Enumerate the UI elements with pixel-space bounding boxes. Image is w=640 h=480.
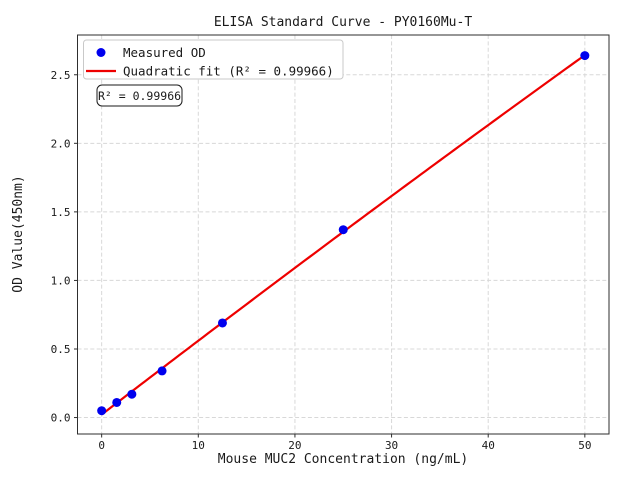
y-axis-tick-label: 1.5 [51,206,71,219]
y-axis-tick-label: 2.0 [51,137,71,150]
legend-label-measured-od: Measured OD [123,45,206,60]
axis-tick-labels: 0 10 20 30 40 50 0.0 0.5 1.0 1.5 2.0 2.5 [51,69,592,452]
r-squared-annotation-text: R² = 0.99966 [98,89,181,103]
y-axis-tick-label: 0.5 [51,343,71,356]
data-point [217,318,227,328]
y-axis-tick-label: 2.5 [51,69,71,82]
y-axis-tick-label: 1.0 [51,274,71,287]
data-point [580,51,590,61]
data-point [112,397,122,407]
data-point [338,225,348,235]
legend-label-quadratic-fit: Quadratic fit (R² = 0.99966) [123,64,334,79]
legend-marker-measured-od-icon [96,48,106,57]
y-axis-tick-label: 0.0 [51,412,71,425]
x-axis-label: Mouse MUC2 Concentration (ng/mL) [218,452,468,467]
r-squared-annotation-box [96,84,183,107]
data-point [127,389,137,399]
x-axis-tick-label: 30 [385,439,398,452]
x-axis-tick-label: 50 [578,439,591,452]
x-axis-tick-label: 10 [192,439,205,452]
axis-ticks [74,74,586,438]
x-axis-tick-label: 40 [482,439,495,452]
data-point [157,366,167,376]
x-axis-tick-label: 0 [98,439,105,452]
legend-box [83,39,344,80]
data-points-layer [97,51,590,416]
r-squared-annotation: R² = 0.99966 [96,84,183,107]
legend: Measured OD Quadratic fit (R² = 0.99966) [83,39,344,80]
plot-spines [77,34,610,435]
y-axis-label: OD Value(450nm) [11,175,26,292]
chart-title: ELISA Standard Curve - PY0160Mu-T [214,15,472,30]
data-point [97,406,107,416]
x-axis-tick-label: 20 [288,439,301,452]
